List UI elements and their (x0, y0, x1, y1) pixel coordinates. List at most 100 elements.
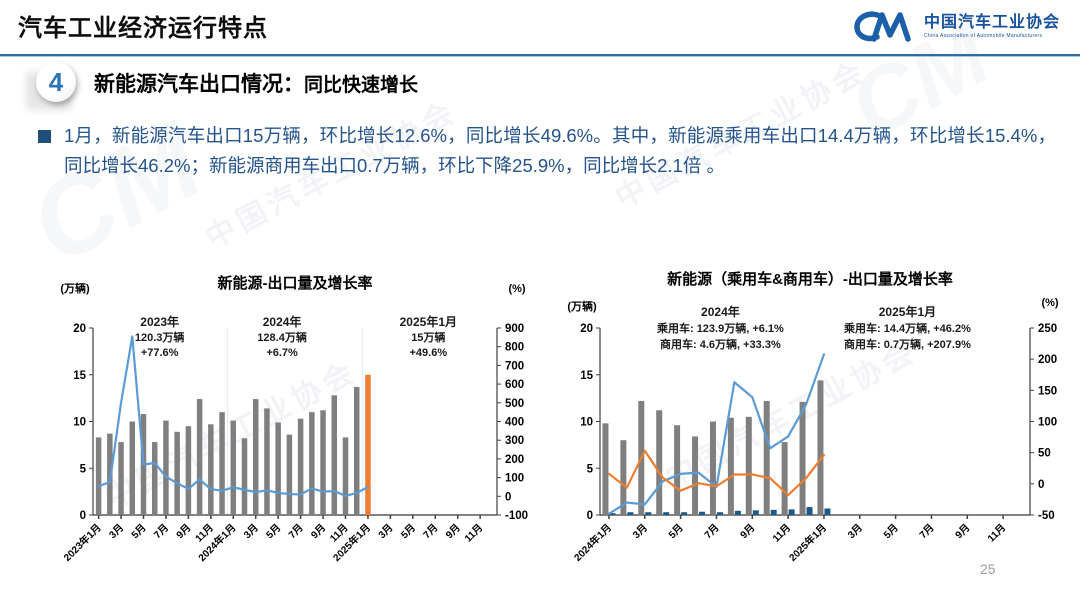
chart-annotation: 商用车: 4.6万辆, +33.3% (660, 337, 781, 351)
y-axis-tick-label: 10 (580, 417, 593, 429)
bar (620, 440, 627, 515)
x-axis-label: 7月 (286, 522, 305, 541)
nev-export-chart: 新能源-出口量及增长率 (万辆) (%) 0 5 10 15 20 900 800 700 600 50… (15, 266, 555, 606)
y2-axis-tick-label: 700 (505, 360, 524, 372)
bar (365, 374, 371, 515)
right-axis-unit: (%) (508, 283, 525, 295)
y2-axis-tick-label: 800 (505, 342, 524, 354)
bar (674, 425, 681, 515)
y-axis-tick-label: 20 (580, 323, 593, 335)
y2-axis-tick-label: -50 (1038, 510, 1055, 522)
x-axis-label: 7月 (421, 522, 440, 541)
bullet-icon (38, 130, 51, 143)
chart-annotation: 2023年 (140, 314, 179, 329)
bar (118, 442, 124, 515)
y2-axis-tick-label: 500 (505, 398, 524, 410)
summary-paragraph: 1月，新能源汽车出口15万辆，环比增长12.6%，同比增长49.6%。其中，新能… (64, 125, 1056, 176)
x-axis-label: 7月 (702, 522, 721, 541)
x-axis-label: 2025年1月 (786, 521, 829, 564)
chart-annotation: 乘用车: 14.4万辆, +46.2% (843, 321, 971, 335)
x-axis-label: 5月 (264, 522, 283, 541)
right-axis-unit: (%) (1041, 297, 1058, 309)
chart-annotation: 2025年1月 (879, 304, 936, 319)
bar (692, 436, 699, 515)
y2-axis-tick-label: 250 (1038, 323, 1057, 335)
left-axis-unit: (万辆) (567, 299, 597, 313)
bar (806, 507, 813, 515)
y2-axis-tick-label: 200 (1038, 354, 1057, 366)
y-axis-tick-label: 0 (587, 510, 593, 522)
y-axis-tick-label: 15 (580, 370, 593, 382)
bar (129, 421, 136, 515)
bar (734, 510, 741, 515)
bar (602, 423, 609, 515)
x-axis-label: 5月 (881, 522, 900, 541)
bar (219, 412, 225, 515)
nev-export-chart-svg: 新能源-出口量及增长率 (万辆) (%) 0 5 10 15 20 900 800 700 600 50… (60, 274, 528, 564)
bar (230, 420, 237, 515)
cma-logo-mark-icon (854, 11, 911, 42)
bar (727, 417, 734, 515)
bar (799, 401, 806, 515)
chart-annotation: 120.3万辆 (135, 330, 185, 344)
bar (264, 408, 270, 515)
cma-logo: 中国汽车工业协会 China Association of Automobile… (852, 8, 1060, 46)
y2-axis-tick-label: 0 (1038, 479, 1044, 491)
x-axis-label: 9月 (953, 522, 972, 541)
chart-annotation: 商用车: 0.7万辆, +207.9% (844, 337, 971, 351)
y-axis-tick-label: 5 (587, 463, 594, 475)
bar (763, 400, 770, 515)
bar (241, 438, 248, 515)
y2-axis-tick-label: -100 (505, 510, 528, 522)
x-axis-label: 3月 (107, 522, 126, 541)
page-title: 汽车工业经济运行特点 (18, 15, 268, 42)
bar (770, 509, 777, 515)
bar (699, 511, 706, 515)
chart-annotation: +6.7% (266, 347, 298, 359)
y-axis-tick-label: 10 (73, 417, 86, 429)
bar (627, 512, 634, 515)
y2-axis-tick-label: 100 (1038, 417, 1057, 429)
y2-axis-tick-label: 400 (505, 417, 524, 429)
section-title: 新能源汽车出口情况：同比快速增长 (94, 68, 418, 98)
x-axis-label: 9月 (738, 522, 757, 541)
y2-axis-tick-label: 50 (1038, 448, 1051, 460)
bar (716, 512, 723, 515)
chart-annotation: +49.6% (410, 347, 448, 359)
bar (320, 410, 326, 515)
x-axis-label: 5月 (666, 522, 685, 541)
section-number-badge: 4 (36, 62, 76, 102)
cma-logo-subtitle: China Association of Automobile Manufact… (923, 33, 1043, 40)
x-axis-label: 3月 (376, 522, 395, 541)
x-axis-label: 9月 (309, 522, 328, 541)
x-axis-label: 7月 (917, 522, 936, 541)
chart-title: 新能源-出口量及增长率 (218, 274, 373, 292)
y2-axis-tick-label: 0 (505, 491, 511, 503)
bar (331, 395, 338, 515)
x-axis-label: 2023年1月 (61, 521, 104, 564)
bar (353, 386, 360, 515)
bar (681, 512, 688, 515)
bar (208, 424, 214, 515)
header-divider (0, 54, 1080, 57)
y-axis-tick-label: 0 (80, 510, 86, 522)
bar (817, 380, 824, 515)
bar (745, 416, 752, 515)
pv-cv-export-chart-svg: 新能源（乘用车&商用车）-出口量及增长率 (万辆) (%) 0 5 10 15 20 250 20… (567, 270, 1059, 564)
section-title-main: 新能源汽车出口情况： (94, 73, 304, 96)
bar (185, 426, 192, 515)
bar (342, 437, 349, 515)
bar (656, 410, 663, 515)
chart-title: 新能源（乘用车&商用车）-出口量及增长率 (667, 270, 953, 288)
bar (95, 437, 102, 515)
bar (107, 433, 113, 515)
bar (609, 513, 616, 515)
section-title-sub: 同比快速增长 (304, 75, 419, 96)
bar (788, 509, 795, 515)
chart-annotation: 2024年 (263, 314, 302, 329)
chart-annotation: 15万辆 (411, 330, 445, 344)
x-axis-label: 5月 (129, 522, 148, 541)
x-axis-label: 9月 (443, 522, 462, 541)
x-axis-label: 11月 (770, 522, 793, 545)
bar (275, 422, 281, 515)
